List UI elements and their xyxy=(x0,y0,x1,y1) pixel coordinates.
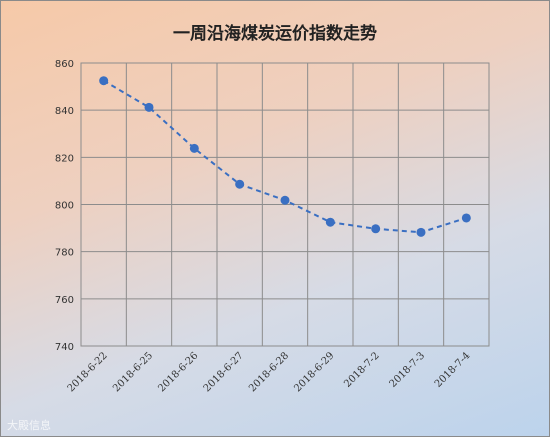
data-point xyxy=(280,195,290,205)
x-tick-label: 2018-6-26 xyxy=(156,350,200,394)
series-layer xyxy=(99,76,471,237)
x-tick-label: 2018-7-3 xyxy=(388,350,428,390)
x-tick-label: 2018-6-28 xyxy=(247,350,291,394)
watermark-text: 大殿信息 xyxy=(7,419,51,432)
x-axis-ticks: 2018-6-22 2018-6-25 2018-6-26 2018-6-27 2018… xyxy=(66,350,473,394)
y-tick-label: 800 xyxy=(55,201,74,212)
y-tick-label: 860 xyxy=(55,59,74,70)
x-tick-label: 2018-6-22 xyxy=(66,350,110,394)
x-tick-label: 2018-7-2 xyxy=(342,350,382,390)
data-point xyxy=(189,143,199,153)
series-line xyxy=(103,79,467,234)
x-tick-label: 2018-7-4 xyxy=(433,350,473,390)
x-tick-label: 2018-6-25 xyxy=(111,350,155,394)
y-tick-label: 780 xyxy=(55,248,74,259)
y-tick-label: 740 xyxy=(55,342,74,353)
y-tick-label: 820 xyxy=(55,153,74,164)
data-point xyxy=(371,224,381,234)
y-axis-ticks: 740 760 780 800 820 840 860 xyxy=(55,59,74,353)
grid-lines xyxy=(80,62,490,347)
chart-title: 一周沿海煤炭运价指数走势 xyxy=(173,24,377,44)
x-tick-label: 2018-6-29 xyxy=(292,350,336,394)
y-tick-label: 760 xyxy=(55,295,74,306)
data-point xyxy=(99,76,109,86)
data-point xyxy=(461,213,471,223)
data-point xyxy=(144,102,154,112)
data-point xyxy=(235,179,245,189)
x-tick-label: 2018-6-27 xyxy=(202,350,246,394)
y-tick-label: 840 xyxy=(55,106,74,117)
data-point xyxy=(416,227,426,237)
data-point xyxy=(325,217,335,227)
